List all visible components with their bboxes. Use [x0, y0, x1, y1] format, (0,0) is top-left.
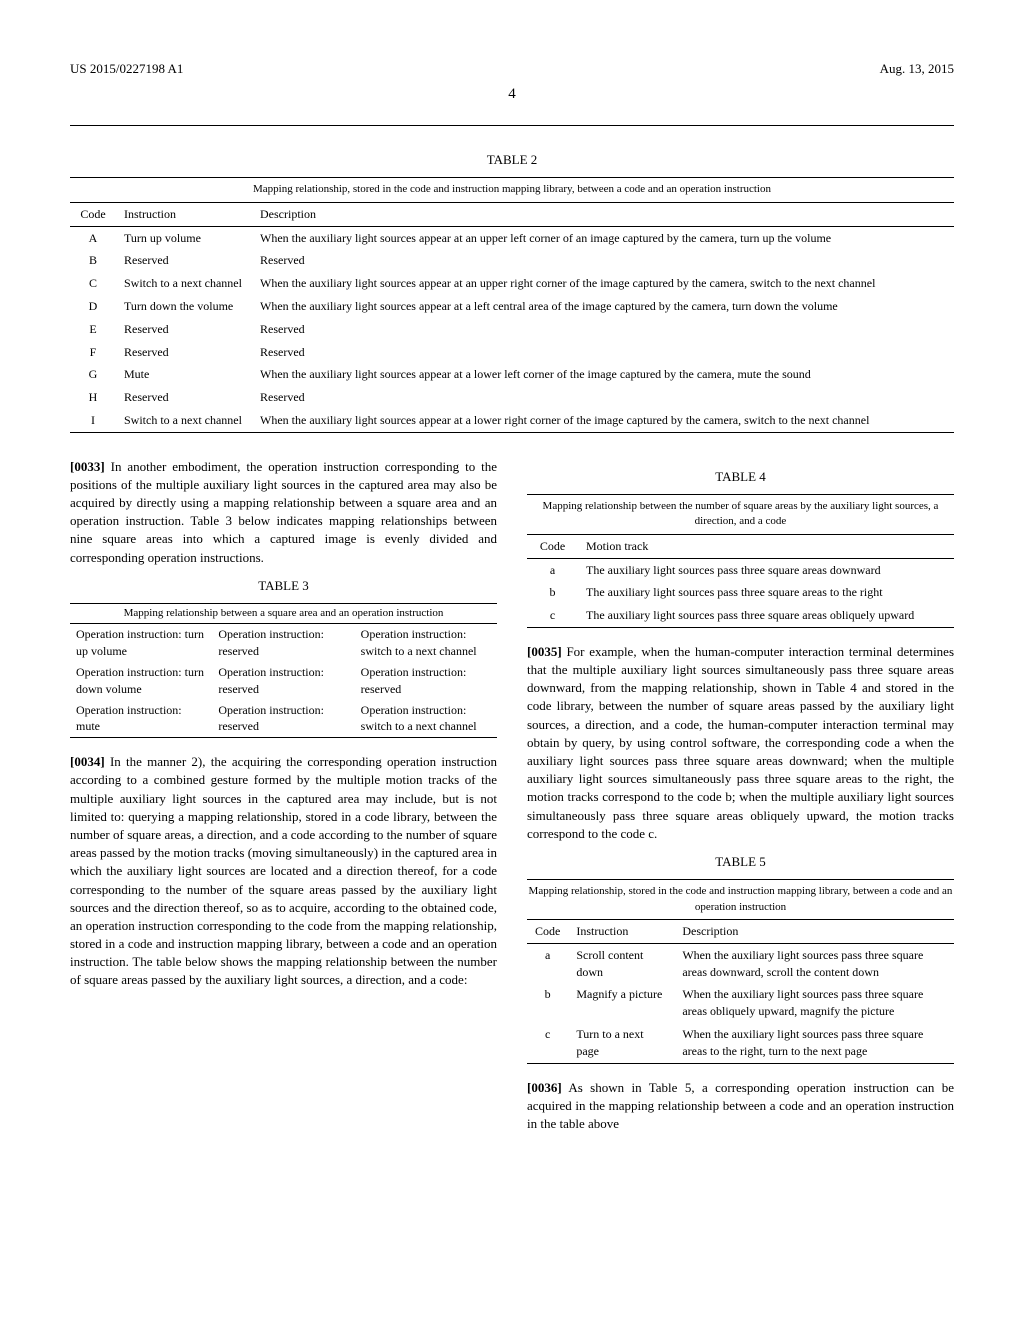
- table4: Mapping relationship between the number …: [527, 494, 954, 628]
- publication-date: Aug. 13, 2015: [880, 60, 954, 78]
- table-cell: b: [527, 581, 578, 604]
- table4-head-track: Motion track: [578, 534, 954, 558]
- para-0034: [0034] In the manner 2), the acquiring t…: [70, 753, 497, 989]
- para-number: [0034]: [70, 754, 105, 769]
- table5: Mapping relationship, stored in the code…: [527, 879, 954, 1063]
- table-cell: The auxiliary light sources pass three s…: [578, 581, 954, 604]
- table-cell: When the auxiliary light sources appear …: [252, 409, 954, 432]
- para-number: [0033]: [70, 459, 105, 474]
- table-cell: Reserved: [252, 249, 954, 272]
- table-cell: F: [70, 341, 116, 364]
- table5-head-instr: Instruction: [568, 919, 674, 943]
- table-cell: Operation instruction: reserved: [212, 662, 354, 700]
- table-cell: c: [527, 1023, 568, 1063]
- page-header: US 2015/0227198 A1 Aug. 13, 2015: [70, 60, 954, 78]
- header-rule: [70, 125, 954, 126]
- table-cell: Reserved: [116, 386, 252, 409]
- para-0033: [0033] In another embodiment, the operat…: [70, 458, 497, 567]
- table-cell: D: [70, 295, 116, 318]
- table5-caption: Mapping relationship, stored in the code…: [527, 880, 954, 920]
- table-cell: Reserved: [116, 249, 252, 272]
- table4-head-code: Code: [527, 534, 578, 558]
- table-cell: Operation instruction: reserved: [212, 624, 354, 662]
- para-number: [0036]: [527, 1080, 562, 1095]
- table2-head-desc: Description: [252, 202, 954, 226]
- table-cell: c: [527, 604, 578, 627]
- table-cell: The auxiliary light sources pass three s…: [578, 604, 954, 627]
- table-cell: Operation instruction: turn up volume: [70, 624, 212, 662]
- table-cell: Turn down the volume: [116, 295, 252, 318]
- left-column: [0033] In another embodiment, the operat…: [70, 458, 497, 1143]
- table4-caption: Mapping relationship between the number …: [527, 494, 954, 534]
- table-cell: Switch to a next channel: [116, 272, 252, 295]
- para-text: In the manner 2), the acquiring the corr…: [70, 754, 497, 987]
- table-cell: When the auxiliary light sources pass th…: [674, 1023, 954, 1063]
- table-cell: Operation instruction: switch to a next …: [355, 700, 497, 738]
- table-cell: Switch to a next channel: [116, 409, 252, 432]
- table-cell: E: [70, 318, 116, 341]
- table-cell: Scroll content down: [568, 943, 674, 983]
- table-cell: When the auxiliary light sources appear …: [252, 226, 954, 249]
- publication-number: US 2015/0227198 A1: [70, 60, 183, 78]
- table2-caption: Mapping relationship, stored in the code…: [70, 178, 954, 202]
- table-cell: When the auxiliary light sources appear …: [252, 295, 954, 318]
- table-cell: Operation instruction: reserved: [212, 700, 354, 738]
- table-cell: The auxiliary light sources pass three s…: [578, 558, 954, 581]
- table-cell: B: [70, 249, 116, 272]
- table-cell: a: [527, 943, 568, 983]
- para-0035: [0035] For example, when the human-compu…: [527, 643, 954, 843]
- table2-title: TABLE 2: [70, 151, 954, 169]
- table3-title: TABLE 3: [70, 577, 497, 595]
- table3: Mapping relationship between a square ar…: [70, 603, 497, 738]
- table-cell: Reserved: [116, 318, 252, 341]
- table3-caption: Mapping relationship between a square ar…: [70, 604, 497, 624]
- table-cell: A: [70, 226, 116, 249]
- table-cell: C: [70, 272, 116, 295]
- right-column: TABLE 4 Mapping relationship between the…: [527, 458, 954, 1143]
- table2: Mapping relationship, stored in the code…: [70, 177, 954, 432]
- table-cell: When the auxiliary light sources appear …: [252, 363, 954, 386]
- table-cell: Reserved: [252, 341, 954, 364]
- table-cell: Magnify a picture: [568, 983, 674, 1023]
- table-cell: When the auxiliary light sources pass th…: [674, 943, 954, 983]
- para-number: [0035]: [527, 644, 562, 659]
- table-cell: Reserved: [252, 386, 954, 409]
- table4-title: TABLE 4: [527, 468, 954, 486]
- table-cell: Operation instruction: mute: [70, 700, 212, 738]
- table-cell: b: [527, 983, 568, 1023]
- table-cell: Turn to a next page: [568, 1023, 674, 1063]
- para-text: As shown in Table 5, a corresponding ope…: [527, 1080, 954, 1131]
- para-text: For example, when the human-computer int…: [527, 644, 954, 841]
- table-cell: Operation instruction: turn down volume: [70, 662, 212, 700]
- table-cell: When the auxiliary light sources appear …: [252, 272, 954, 295]
- table5-head-desc: Description: [674, 919, 954, 943]
- para-0036: [0036] As shown in Table 5, a correspond…: [527, 1079, 954, 1134]
- table-cell: I: [70, 409, 116, 432]
- table-cell: Mute: [116, 363, 252, 386]
- table-cell: When the auxiliary light sources pass th…: [674, 983, 954, 1023]
- page-number: 4: [70, 84, 954, 105]
- table2-head-code: Code: [70, 202, 116, 226]
- table5-head-code: Code: [527, 919, 568, 943]
- table2-head-instr: Instruction: [116, 202, 252, 226]
- table-cell: G: [70, 363, 116, 386]
- table-cell: a: [527, 558, 578, 581]
- table-cell: Reserved: [116, 341, 252, 364]
- table-cell: Operation instruction: reserved: [355, 662, 497, 700]
- table-cell: H: [70, 386, 116, 409]
- table-cell: Turn up volume: [116, 226, 252, 249]
- table-cell: Operation instruction: switch to a next …: [355, 624, 497, 662]
- table5-title: TABLE 5: [527, 853, 954, 871]
- table-cell: Reserved: [252, 318, 954, 341]
- para-text: In another embodiment, the operation ins…: [70, 459, 497, 565]
